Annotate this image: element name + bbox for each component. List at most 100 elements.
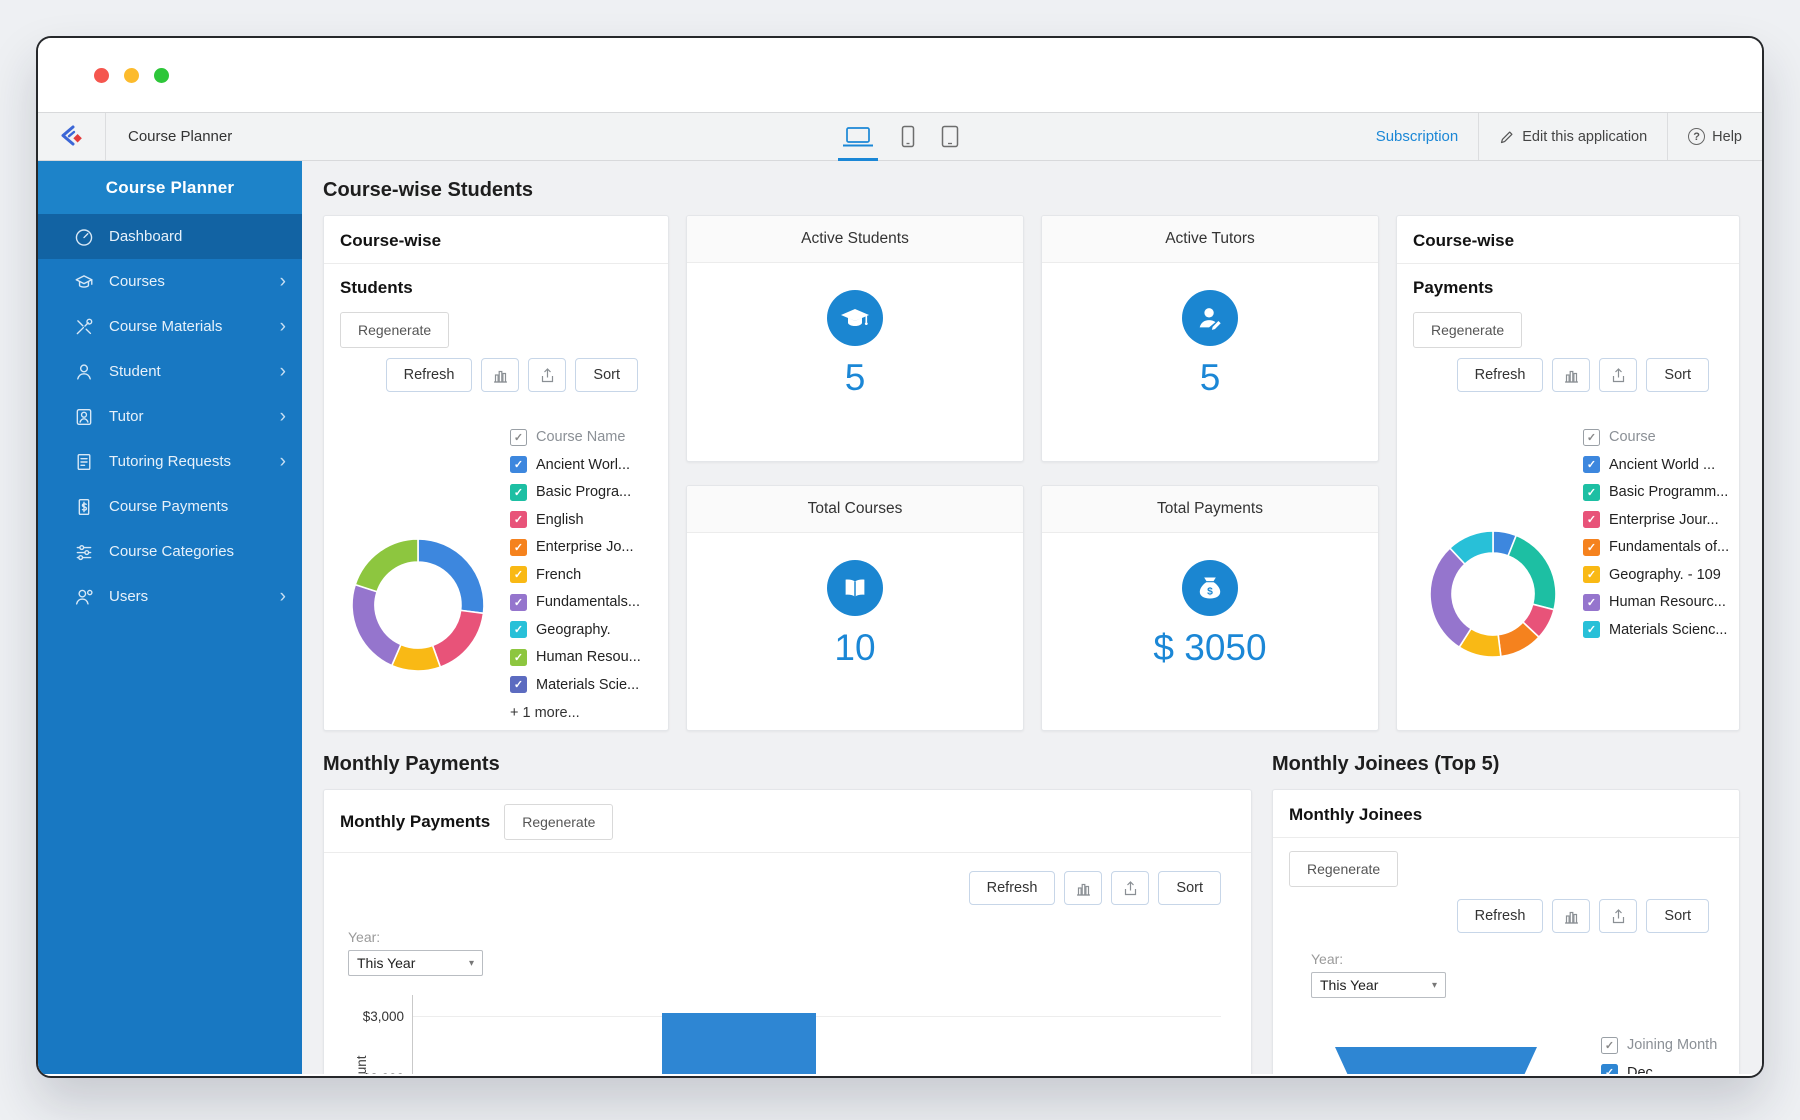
legend-header[interactable]: ✓ Course Name bbox=[510, 428, 641, 446]
legend-checkbox-checked[interactable]: ✓ bbox=[510, 621, 527, 638]
donut-slice[interactable] bbox=[418, 539, 484, 613]
stat-title: Total Courses bbox=[687, 486, 1023, 533]
regenerate-button[interactable]: Regenerate bbox=[1289, 851, 1398, 887]
export-button[interactable] bbox=[1599, 358, 1637, 392]
zoho-creator-logo[interactable] bbox=[38, 113, 106, 160]
legend-item[interactable]: ✓Fundamentals of... bbox=[1583, 538, 1729, 556]
legend-checkbox-checked[interactable]: ✓ bbox=[510, 649, 527, 666]
legend-checkbox-checked[interactable]: ✓ bbox=[1583, 484, 1600, 501]
sort-button[interactable]: Sort bbox=[575, 358, 638, 392]
sidebar-item-course-materials[interactable]: Course Materials› bbox=[38, 304, 302, 349]
legend-item[interactable]: ✓Human Resourc... bbox=[1583, 593, 1729, 611]
joinees-funnel-segment[interactable] bbox=[1335, 1047, 1537, 1074]
sidebar-item-dashboard[interactable]: Dashboard bbox=[38, 214, 302, 259]
sidebar-item-courses[interactable]: Courses› bbox=[38, 259, 302, 304]
donut-slice[interactable] bbox=[355, 539, 418, 592]
payment-bar[interactable] bbox=[662, 1013, 816, 1074]
section-title-course-wise-students: Course-wise Students bbox=[323, 179, 1740, 202]
active-students-card: Active Students 5 bbox=[686, 215, 1024, 462]
regenerate-button[interactable]: Regenerate bbox=[504, 804, 613, 840]
legend-checkbox-checked[interactable]: ✓ bbox=[510, 484, 527, 501]
edit-application-button[interactable]: Edit this application bbox=[1479, 113, 1667, 160]
legend-header[interactable]: ✓ Joining Month bbox=[1601, 1036, 1717, 1054]
export-button[interactable] bbox=[528, 358, 566, 392]
refresh-button[interactable]: Refresh bbox=[1457, 358, 1544, 392]
monthly-payments-widget: Monthly Payments Regenerate Refresh bbox=[323, 789, 1252, 1074]
sort-button[interactable]: Sort bbox=[1646, 899, 1709, 933]
legend-item[interactable]: ✓Dec bbox=[1601, 1064, 1717, 1075]
sort-button[interactable]: Sort bbox=[1158, 871, 1221, 905]
close-window-button[interactable] bbox=[94, 68, 109, 83]
legend-checkbox-checked[interactable]: ✓ bbox=[1583, 594, 1600, 611]
legend-item[interactable]: ✓Fundamentals... bbox=[510, 593, 641, 611]
legend-checkbox-checked[interactable]: ✓ bbox=[510, 594, 527, 611]
subscription-link[interactable]: Subscription bbox=[1356, 113, 1479, 160]
legend-header-checkbox[interactable]: ✓ bbox=[1601, 1037, 1618, 1054]
legend-checkbox-checked[interactable]: ✓ bbox=[1583, 621, 1600, 638]
donut-slice[interactable] bbox=[352, 585, 401, 666]
refresh-button[interactable]: Refresh bbox=[386, 358, 473, 392]
legend-checkbox-checked[interactable]: ✓ bbox=[510, 456, 527, 473]
sort-button[interactable]: Sort bbox=[1646, 358, 1709, 392]
donut-slice[interactable] bbox=[1508, 535, 1556, 609]
year-select[interactable]: This Year ▾ bbox=[348, 950, 483, 976]
legend-item[interactable]: ✓English bbox=[510, 511, 641, 529]
refresh-button[interactable]: Refresh bbox=[969, 871, 1056, 905]
legend-item[interactable]: ✓Geography. bbox=[510, 621, 641, 639]
tablet-preview-button[interactable] bbox=[941, 113, 959, 160]
sidebar-item-users[interactable]: Users› bbox=[38, 574, 302, 619]
legend-checkbox-checked[interactable]: ✓ bbox=[510, 539, 527, 556]
laptop-preview-button[interactable] bbox=[841, 113, 875, 160]
legend-header[interactable]: ✓ Course bbox=[1583, 428, 1729, 446]
active-tutors-card: Active Tutors 5 bbox=[1041, 215, 1379, 462]
app-header-bar: Course Planner bbox=[38, 112, 1762, 161]
legend-item[interactable]: ✓Enterprise Jour... bbox=[1583, 511, 1729, 529]
legend-item[interactable]: ✓Enterprise Jo... bbox=[510, 538, 641, 556]
stat-title: Active Tutors bbox=[1042, 216, 1378, 263]
maximize-window-button[interactable] bbox=[154, 68, 169, 83]
sidebar-item-course-payments[interactable]: Course Payments bbox=[38, 484, 302, 529]
legend-checkbox-checked[interactable]: ✓ bbox=[510, 511, 527, 528]
legend-more-link[interactable]: + 1 more... bbox=[510, 705, 641, 721]
widget-title-line1: Course-wise bbox=[324, 216, 668, 264]
sidebar-item-label: Course Payments bbox=[109, 498, 228, 515]
donut-slice[interactable] bbox=[433, 610, 484, 667]
regenerate-button[interactable]: Regenerate bbox=[340, 312, 449, 348]
legend-item[interactable]: ✓Geography. - 109 bbox=[1583, 566, 1729, 584]
legend-checkbox-checked[interactable]: ✓ bbox=[1583, 566, 1600, 583]
chart-type-button[interactable] bbox=[1552, 358, 1590, 392]
legend-item[interactable]: ✓Ancient Worl... bbox=[510, 456, 641, 474]
legend-item[interactable]: ✓Materials Scie... bbox=[510, 676, 641, 694]
legend-item[interactable]: ✓Basic Progra... bbox=[510, 483, 641, 501]
year-select[interactable]: This Year ▾ bbox=[1311, 972, 1446, 998]
chart-type-button[interactable] bbox=[1064, 871, 1102, 905]
legend-checkbox-checked[interactable]: ✓ bbox=[1583, 511, 1600, 528]
chart-type-button[interactable] bbox=[1552, 899, 1590, 933]
legend-header-checkbox[interactable]: ✓ bbox=[1583, 429, 1600, 446]
sidebar-item-tutoring-requests[interactable]: Tutoring Requests› bbox=[38, 439, 302, 484]
legend-item[interactable]: ✓Basic Programm... bbox=[1583, 483, 1729, 501]
regenerate-button[interactable]: Regenerate bbox=[1413, 312, 1522, 348]
chart-type-button[interactable] bbox=[481, 358, 519, 392]
phone-preview-button[interactable] bbox=[901, 113, 915, 160]
sidebar-item-student[interactable]: Student› bbox=[38, 349, 302, 394]
help-button[interactable]: ? Help bbox=[1668, 113, 1762, 160]
sidebar-item-course-categories[interactable]: Course Categories bbox=[38, 529, 302, 574]
legend-header-checkbox[interactable]: ✓ bbox=[510, 429, 527, 446]
minimize-window-button[interactable] bbox=[124, 68, 139, 83]
sidebar-item-tutor[interactable]: Tutor› bbox=[38, 394, 302, 439]
legend-checkbox-checked[interactable]: ✓ bbox=[510, 566, 527, 583]
legend-item[interactable]: ✓Ancient World ... bbox=[1583, 456, 1729, 474]
export-icon bbox=[539, 367, 556, 384]
export-button[interactable] bbox=[1111, 871, 1149, 905]
export-button[interactable] bbox=[1599, 899, 1637, 933]
legend-item[interactable]: ✓French bbox=[510, 566, 641, 584]
legend-item[interactable]: ✓Materials Scienc... bbox=[1583, 621, 1729, 639]
chevron-right-icon: › bbox=[280, 365, 286, 379]
legend-checkbox-checked[interactable]: ✓ bbox=[1583, 456, 1600, 473]
legend-checkbox-checked[interactable]: ✓ bbox=[1583, 539, 1600, 556]
legend-checkbox-checked[interactable]: ✓ bbox=[1601, 1064, 1618, 1074]
refresh-button[interactable]: Refresh bbox=[1457, 899, 1544, 933]
legend-item[interactable]: ✓Human Resou... bbox=[510, 648, 641, 666]
legend-checkbox-checked[interactable]: ✓ bbox=[510, 676, 527, 693]
